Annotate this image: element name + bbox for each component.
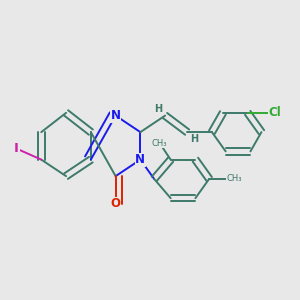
Text: H: H [190,134,198,144]
Text: Cl: Cl [269,106,282,119]
Text: O: O [111,197,121,210]
Text: CH₃: CH₃ [152,139,167,148]
Text: N: N [135,153,146,166]
Text: I: I [14,142,19,155]
Text: N: N [111,109,121,122]
Text: CH₃: CH₃ [226,174,242,183]
Text: H: H [154,104,162,114]
